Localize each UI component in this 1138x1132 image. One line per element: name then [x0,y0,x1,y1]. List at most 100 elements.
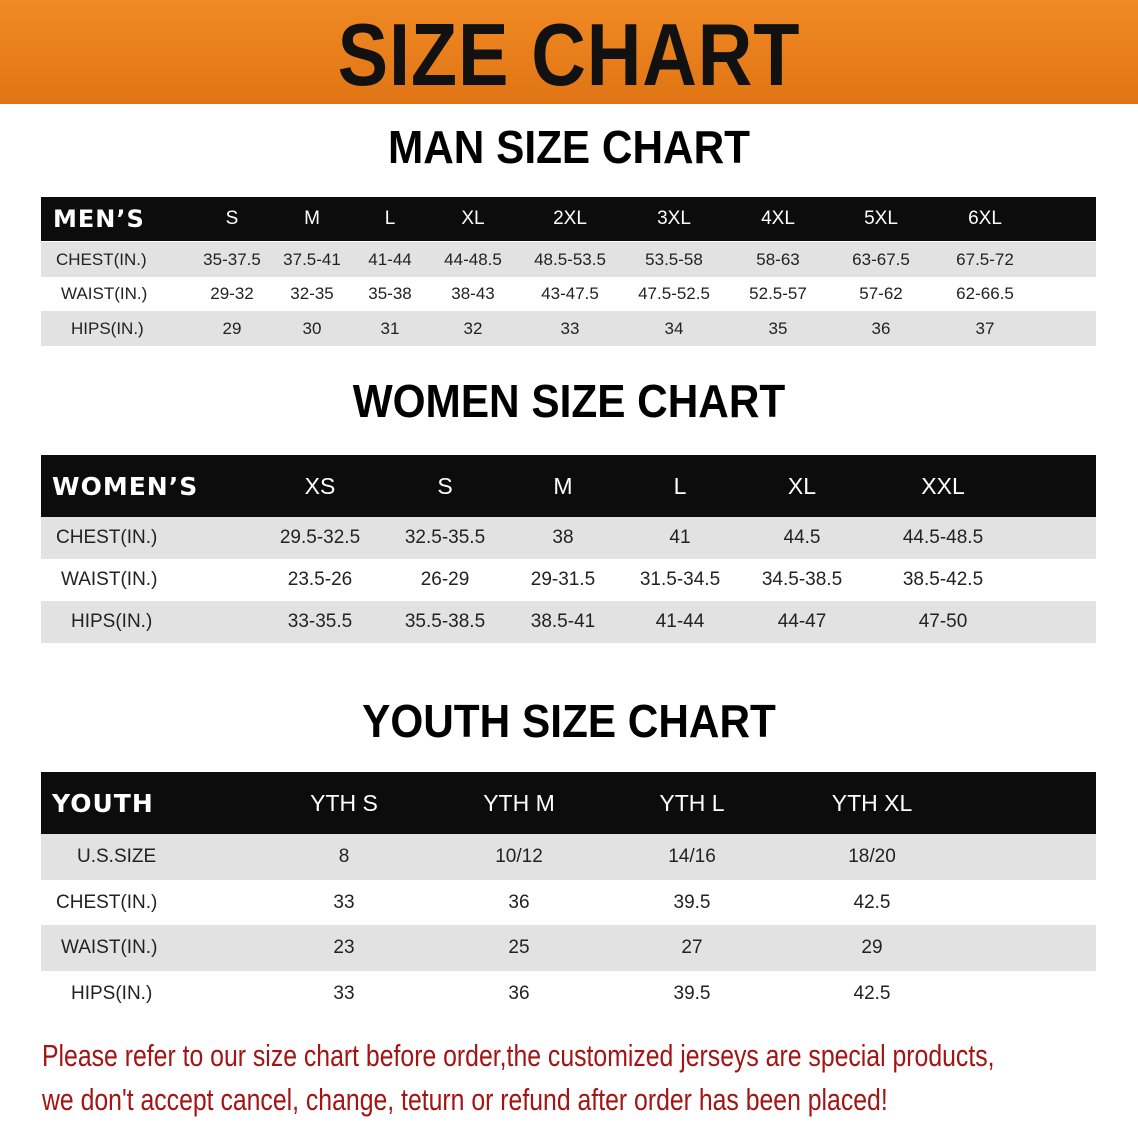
youth-table-cell: 39.5 [673,982,711,1004]
notice-line-2: we don't accept cancel, change, teturn o… [42,1082,888,1117]
youth-row-label: U.S.SIZE [77,846,157,867]
youth-size-table: YOUTH YTH S YTH M YTH L YTH XL U.S.SIZE 8 10/12… [41,772,1096,1017]
women-table-row: CHEST(IN.) 29.5-32.5 32.5-35.5 38 41 44.5 44.5… [41,517,1096,559]
women-table-cell: 34.5-38.5 [761,569,843,590]
women-table-row: WAIST(IN.) 23.5-26 26-29 29-31.5 31.5-34.5 34… [41,559,1096,601]
men-table-cell: 63-67.5 [852,249,910,269]
youth-table-cell: 36 [508,891,530,913]
women-table-cell: 38 [552,527,574,548]
men-heading: MAN SIZE CHART [387,121,751,173]
men-table-cell: 29 [222,318,242,338]
men-row-label: CHEST(IN.) [56,249,147,269]
men-size-header: 4XL [761,208,795,229]
women-row-label: WAIST(IN.) [61,569,158,590]
men-table-cell: 58-63 [756,249,800,269]
women-header-label: WOMEN’S [52,471,199,501]
women-size-header: XXL [921,472,965,499]
youth-table-cell: 36 [508,982,530,1004]
men-table-cell: 35 [768,318,788,338]
women-table-cell: 32.5-35.5 [404,527,486,548]
men-table-cell: 44-48.5 [444,249,502,269]
men-table-row: CHEST(IN.) 35-37.5 37.5-41 41-44 44-48.5 48.5… [41,242,1096,277]
men-table-cell: 48.5-53.5 [534,249,606,269]
youth-table-cell: 25 [508,937,530,958]
men-table-cell: 35-37.5 [203,249,261,269]
women-table-cell: 44.5-48.5 [902,527,984,548]
youth-table-row: CHEST(IN.) 33 36 39.5 42.5 [41,880,1096,925]
men-table-cell: 53.5-58 [645,249,703,269]
women-table-cell: 38.5-41 [530,611,596,632]
youth-table-cell: 42.5 [853,891,891,913]
banner: SIZE CHART [0,0,1138,104]
women-table-cell: 35.5-38.5 [404,611,486,632]
men-table-cell: 38-43 [451,284,495,303]
men-table-cell: 43-47.5 [541,284,599,303]
men-size-header: M [304,208,320,229]
youth-table-cell: 18/20 [848,846,896,867]
youth-row-label: HIPS(IN.) [71,982,153,1004]
women-heading: WOMEN SIZE CHART [352,375,786,427]
women-table-cell: 38.5-42.5 [902,569,984,590]
men-table-cell: 32-35 [290,284,334,303]
women-table-cell: 23.5-26 [287,569,353,590]
men-table-cell: 33 [560,318,580,338]
women-size-header: XS [304,472,336,499]
men-table-row: HIPS(IN.) 29 30 31 32 33 34 35 36 37 [41,311,1096,346]
men-table-cell: 37 [975,318,995,338]
women-table-cell: 29-31.5 [530,569,596,590]
youth-table-row: WAIST(IN.) 23 25 27 29 [41,925,1096,971]
men-size-header: S [225,208,239,229]
men-size-header: 6XL [968,208,1002,229]
men-header-row: MEN’S S M L XL 2XL 3XL 4XL 5XL 6XL [41,197,1096,241]
women-table-cell: 41-44 [655,611,705,632]
women-table-cell: 41 [669,527,691,548]
men-table-cell: 29-32 [210,284,254,303]
youth-header-label: YOUTH [52,788,154,818]
youth-row-label: WAIST(IN.) [61,937,158,958]
women-table-cell: 26-29 [420,569,470,590]
youth-header-row: YOUTH YTH S YTH M YTH L YTH XL [41,772,1096,834]
men-table-cell: 32 [463,318,483,338]
women-table-cell: 31.5-34.5 [639,569,721,590]
youth-size-header: YTH S [310,789,378,816]
youth-row-label: CHEST(IN.) [56,891,158,913]
men-table-cell: 31 [380,318,400,338]
men-size-header: 5XL [864,208,898,229]
women-table-cell: 47-50 [918,611,968,632]
youth-table-row: U.S.SIZE 8 10/12 14/16 18/20 [41,834,1096,880]
men-table-cell: 47.5-52.5 [638,284,710,303]
men-row-label: WAIST(IN.) [61,284,148,303]
women-table-cell: 33-35.5 [287,611,353,632]
youth-table-cell: 29 [861,937,883,958]
youth-table-row: HIPS(IN.) 33 36 39.5 42.5 [41,971,1096,1016]
men-size-header: XL [461,208,485,229]
youth-table-cell: 14/16 [668,846,716,867]
women-table-row: HIPS(IN.) 33-35.5 35.5-38.5 38.5-41 41-44 44-… [41,601,1096,643]
men-size-header: 2XL [553,208,587,229]
youth-table-cell: 8 [338,846,350,867]
women-row-label: HIPS(IN.) [71,611,153,632]
men-table-cell: 62-66.5 [956,284,1014,303]
men-table-cell: 34 [664,318,684,338]
youth-size-header: YTH XL [831,789,913,816]
men-size-header: L [384,208,396,229]
women-table-cell: 29.5-32.5 [279,527,361,548]
women-size-table: WOMEN’S XS S M L XL XXL CHEST(IN.) 29.5-32.5 32.5… [41,455,1096,644]
youth-size-header: YTH M [483,789,555,816]
women-row-label: CHEST(IN.) [56,527,158,548]
youth-table-cell: 39.5 [673,891,711,913]
banner-title: SIZE CHART [337,5,801,104]
youth-table-cell: 33 [333,891,355,913]
women-size-header: S [437,472,453,499]
women-size-header: L [673,472,687,499]
men-table-cell: 67.5-72 [956,249,1014,269]
men-header-label: MEN’S [53,205,145,233]
men-row-label: HIPS(IN.) [71,318,144,338]
men-table-cell: 36 [871,318,891,338]
men-table-row: WAIST(IN.) 29-32 32-35 35-38 38-43 43-47.5 47.… [41,277,1096,311]
men-table-cell: 35-38 [368,284,412,303]
youth-size-header: YTH L [659,789,725,816]
men-size-header: 3XL [657,208,691,229]
youth-heading: YOUTH SIZE CHART [362,695,776,747]
youth-table-cell: 23 [333,937,355,958]
